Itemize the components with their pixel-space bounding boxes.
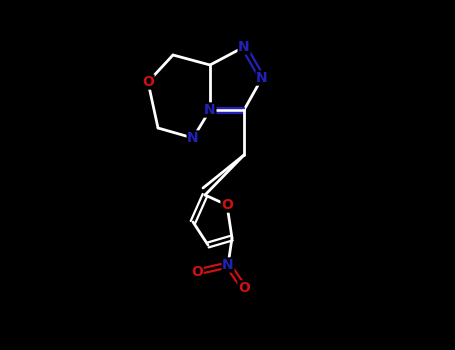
Text: O: O [142,75,154,89]
Text: O: O [238,281,250,295]
Text: O: O [191,265,203,279]
Text: N: N [187,131,199,145]
Text: N: N [238,40,250,54]
Text: O: O [221,198,233,212]
Text: N: N [204,103,216,117]
Text: N: N [222,258,234,272]
Text: N: N [256,71,268,85]
